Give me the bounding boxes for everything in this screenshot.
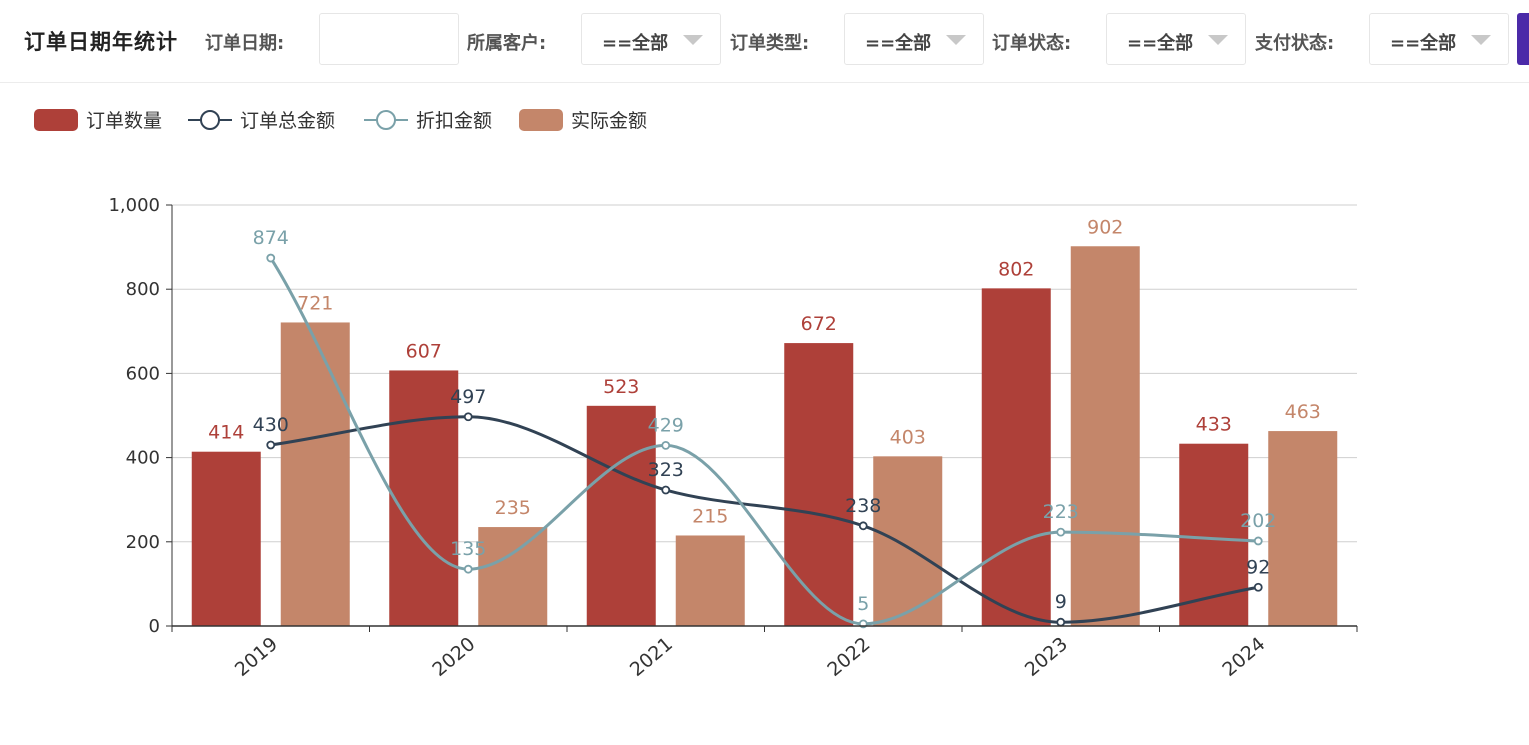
line-data-label: 874 [253,227,289,249]
line-data-label: 223 [1043,501,1079,523]
line-data-label: 92 [1246,556,1270,578]
chevron-down-icon [946,35,966,45]
line-data-label: 238 [845,495,881,517]
chevron-down-icon [1471,35,1491,45]
bar-data-label: 607 [406,340,442,362]
order-date-label: 订单日期: [205,33,285,54]
bar-data-label: 902 [1087,216,1123,238]
legend-marker-total-amount [200,110,220,130]
bar-actual-amount[interactable] [478,527,548,626]
point-discount-amount[interactable] [1253,536,1263,546]
bar-order-count[interactable] [389,370,459,626]
bar-actual-amount[interactable] [1070,246,1140,626]
line-data-label: 9 [1055,591,1067,613]
chevron-down-icon [683,35,703,45]
order-type-select[interactable]: ==全部 [844,13,984,65]
point-total-amount[interactable] [266,440,276,450]
bar-order-count[interactable] [191,451,261,626]
line-data-label: 323 [648,459,684,481]
bar-actual-amount[interactable] [1268,431,1338,626]
bar-data-label: 414 [208,422,244,444]
x-tick-label: 2022 [823,633,874,681]
bar-actual-amount[interactable] [873,456,943,626]
bar-actual-amount[interactable] [280,322,350,626]
legend-marker-discount-amount [376,110,396,130]
bar-data-label: 523 [603,376,639,398]
bar-order-count[interactable] [586,405,656,626]
order-type-label: 订单类型: [730,33,810,54]
point-total-amount[interactable] [1253,582,1263,592]
point-total-amount[interactable] [858,521,868,531]
order-date-input[interactable] [319,13,459,65]
bar-data-label: 215 [692,505,728,527]
y-tick-label: 200 [126,532,160,553]
y-tick-label: 0 [149,616,160,637]
bar-data-label: 672 [801,313,837,335]
line-data-label: 202 [1240,510,1276,532]
point-discount-amount[interactable] [463,564,473,574]
legend-label[interactable]: 折扣金额 [416,110,492,132]
chevron-down-icon [1208,35,1228,45]
bar-actual-amount[interactable] [675,535,745,626]
legend-label[interactable]: 实际金额 [571,110,647,132]
point-discount-amount[interactable] [1056,527,1066,537]
bar-data-label: 433 [1196,414,1232,436]
bar-data-label: 463 [1285,401,1321,423]
bar-order-count[interactable] [981,288,1051,626]
y-tick-label: 1,000 [108,195,160,216]
filter-toolbar: 订单日期年统计 订单日期: 所属客户: ==全部 订单类型: ==全部 订单状态… [0,0,1529,83]
y-tick-label: 600 [126,363,160,384]
yearly-order-chart: 0 200 400 600 800 1,000 414 607 523 672 802 433 721 2… [34,109,1358,681]
legend-swatch-actual-amount[interactable] [519,109,563,131]
x-tick-label: 2021 [626,633,677,681]
point-total-amount[interactable] [463,412,473,422]
customer-label: 所属客户: [467,33,547,54]
line-data-label: 430 [253,414,289,436]
x-tick-label: 2024 [1218,633,1269,681]
line-data-label: 497 [450,386,486,408]
order-status-label: 订单状态: [992,33,1072,54]
x-tick-label: 2023 [1021,633,1072,681]
payment-status-select-value: ==全部 [1390,33,1457,54]
y-tick-label: 800 [126,279,160,300]
query-button[interactable] [1517,13,1529,65]
legend-swatch-order-count[interactable] [34,109,78,131]
payment-status-select[interactable]: ==全部 [1369,13,1509,65]
line-data-label: 5 [857,593,869,615]
line-total-amount [270,415,1259,624]
payment-status-label: 支付状态: [1255,33,1335,54]
bar-data-label: 235 [495,497,531,519]
order-type-select-value: ==全部 [865,33,932,54]
legend-label[interactable]: 订单数量 [86,110,162,132]
point-total-amount[interactable] [661,485,671,495]
line-data-label: 429 [648,414,684,436]
point-discount-amount[interactable] [661,440,671,450]
bar-data-label: 802 [998,258,1034,280]
customer-select-value: ==全部 [602,33,669,54]
point-discount-amount[interactable] [266,253,276,263]
x-tick-label: 2019 [231,633,282,681]
order-status-select-value: ==全部 [1127,33,1194,54]
bar-order-count[interactable] [1179,443,1249,626]
point-total-amount[interactable] [1056,617,1066,627]
customer-select[interactable]: ==全部 [581,13,721,65]
bar-order-count[interactable] [784,343,854,626]
line-data-label: 135 [450,538,486,560]
y-tick-label: 400 [126,448,160,469]
page-title: 订单日期年统计 [24,30,178,54]
bar-data-label: 721 [297,292,333,314]
x-tick-label: 2020 [428,633,479,681]
bar-data-label: 403 [890,426,926,448]
order-status-select[interactable]: ==全部 [1106,13,1246,65]
legend-label[interactable]: 订单总金额 [240,110,335,132]
